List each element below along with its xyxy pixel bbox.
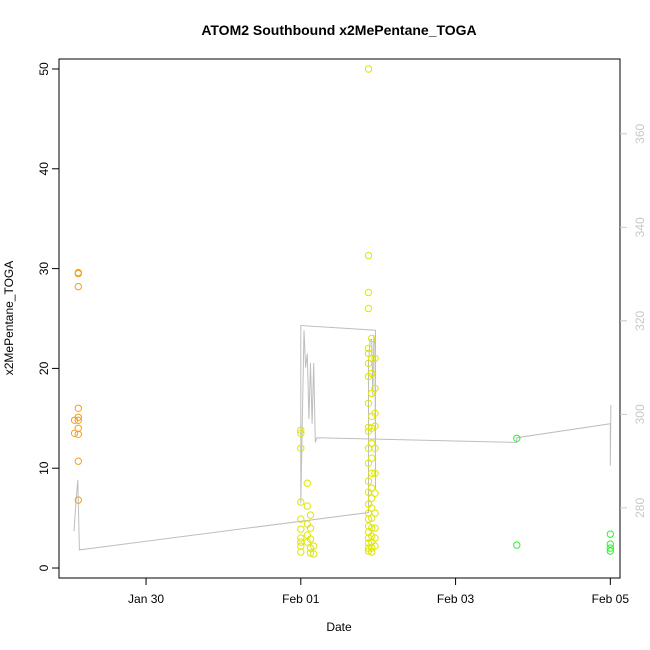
data-point-s1-4: [74, 269, 83, 278]
data-point-s2-17: [306, 524, 315, 532]
x-axis: Jan 30 Feb 01 Feb 03 Feb 05: [128, 578, 629, 606]
data-point-s1-11: [74, 457, 83, 465]
x-axis-label: Date: [326, 620, 352, 634]
data-point-s2-48: [368, 354, 376, 363]
data-point-s1-6: [74, 404, 83, 412]
data-point-s2-22: [310, 550, 318, 558]
data-point-s2-68: [371, 422, 379, 430]
secondary-y-tick-label-340: 340: [633, 217, 647, 237]
data-point-s2-50: [368, 389, 376, 398]
y-tick-label-0: 0: [37, 564, 51, 571]
data-point-s2-64: [368, 548, 376, 556]
data-point-s2-6: [297, 525, 305, 533]
data-point-s2-60: [368, 524, 376, 532]
data-point-s2-54: [368, 454, 376, 462]
data-point-s2-69: [371, 444, 379, 452]
data-point-s2-26: [364, 304, 373, 313]
data-point-s1-8: [74, 416, 83, 424]
data-point-s2-49: [368, 369, 376, 378]
data-point-s2-66: [371, 384, 379, 393]
data-point-s1-2: [70, 429, 79, 437]
data-point-s2-11: [303, 479, 311, 487]
data-point-s2-12: [303, 502, 311, 510]
data-point-s3-3: [606, 530, 614, 538]
y-tick-label-10: 10: [37, 461, 51, 475]
data-point-s2-72: [371, 509, 379, 517]
data-point-s3-1: [513, 434, 521, 442]
y-tick-label-30: 30: [37, 262, 51, 276]
data-point-s2-10: [297, 548, 305, 556]
data-point-s3-5: [606, 544, 614, 552]
data-point-s2-18: [306, 535, 315, 543]
data-point-s2-55: [368, 469, 376, 477]
secondary-y-axis: 280 300 320 340 360: [620, 123, 647, 518]
data-point-s2-25: [364, 288, 373, 297]
y-tick-label-20: 20: [37, 361, 51, 375]
data-point-s1-12: [74, 496, 83, 504]
secondary-y-tick-label-300: 300: [633, 404, 647, 424]
data-point-s1-7: [74, 413, 83, 421]
x-tick-label-3: Feb 03: [437, 592, 475, 606]
x-tick-label-4: Feb 05: [592, 592, 630, 606]
y-tick-label-50: 50: [37, 62, 51, 76]
data-point-s2-2: [297, 429, 305, 437]
data-point-s1-9: [74, 424, 83, 432]
data-point-s2-3: [297, 444, 305, 452]
data-point-s2-5: [297, 515, 305, 523]
data-point-s2-23: [364, 65, 373, 73]
chart-title: ATOM2 Southbound x2MePentane_TOGA: [201, 22, 476, 38]
data-point-s2-53: [368, 439, 376, 447]
plot-area: [70, 65, 614, 558]
y-tick-label-40: 40: [37, 162, 51, 176]
secondary-y-tick-label-280: 280: [633, 498, 647, 518]
data-point-s1-10: [74, 430, 83, 438]
data-point-s3-6: [606, 547, 614, 555]
data-point-s2-73: [371, 524, 379, 532]
data-point-s3-4: [606, 540, 614, 548]
plot-frame: [58, 58, 621, 579]
data-point-s1-5: [74, 282, 83, 291]
data-point-s2-16: [306, 511, 315, 519]
data-point-s2-31: [364, 399, 373, 407]
data-point-s3-2: [513, 541, 521, 549]
data-point-s2-21: [310, 542, 318, 550]
data-point-s2-1: [297, 426, 305, 434]
data-point-s2-36: [364, 477, 373, 485]
data-point-s2-70: [371, 469, 379, 477]
data-point-s2-56: [368, 484, 376, 492]
y-axis: 0 10 20 30 40 50: [37, 62, 59, 571]
secondary-series-line: [73, 324, 612, 551]
data-point-s2-65: [371, 354, 379, 363]
data-point-s2-27: [364, 344, 373, 353]
data-point-s2-47: [368, 334, 376, 343]
data-point-s2-59: [368, 514, 376, 522]
data-point-s2-74: [371, 534, 379, 542]
data-point-s2-75: [371, 542, 379, 550]
data-point-s2-7: [297, 534, 305, 542]
x-tick-label-1: Jan 30: [128, 592, 164, 606]
secondary-y-tick-label-320: 320: [633, 311, 647, 331]
data-point-s2-40: [364, 515, 373, 523]
secondary-y-tick-label-360: 360: [633, 123, 647, 143]
data-point-s2-4: [297, 498, 305, 506]
x-tick-label-2: Feb 01: [282, 592, 320, 606]
data-point-s2-67: [371, 409, 379, 417]
data-point-s2-58: [368, 504, 376, 512]
data-point-s2-20: [306, 549, 315, 557]
data-point-s2-24: [364, 251, 373, 260]
data-point-s2-57: [368, 494, 376, 502]
data-point-s2-71: [371, 489, 379, 497]
y-axis-label: x2MePentane_TOGA: [2, 261, 16, 376]
